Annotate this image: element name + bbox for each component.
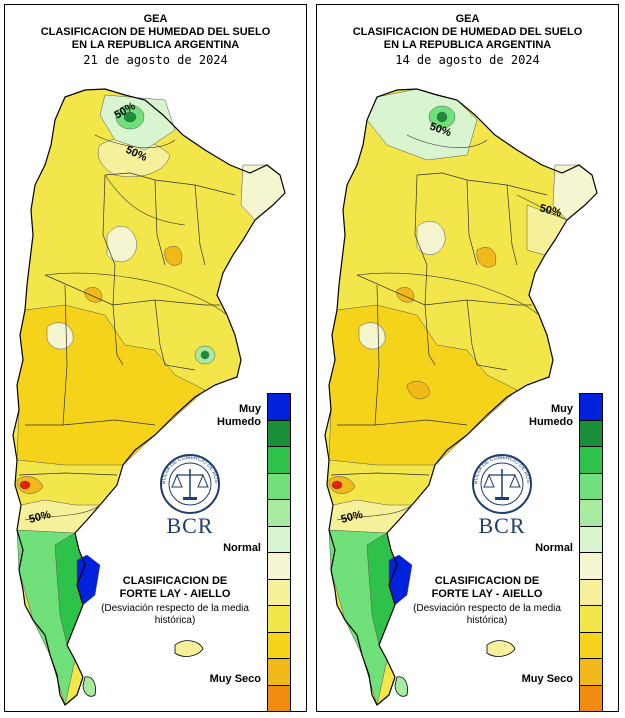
legend-swatch — [267, 631, 291, 658]
method-note: (Desviación respecto de la media históri… — [101, 603, 249, 626]
isoline — [44, 272, 228, 316]
legend-swatch — [579, 578, 603, 605]
map-title-line-3: EN LA REPUBLICA ARGENTINA — [71, 39, 240, 51]
map-title-line-2: CLASIFICACION DE HUMEDAD DEL SUELO — [352, 26, 583, 38]
legend-swatch — [579, 499, 603, 526]
isoline-label-50-percent: 50% — [538, 202, 563, 219]
moisture-zone — [436, 111, 448, 123]
color-legend — [267, 393, 291, 712]
legend-swatch — [267, 578, 291, 605]
isoline — [104, 174, 186, 226]
legend-swatch — [267, 472, 291, 499]
isoline-label-50-percent: 50% — [340, 509, 365, 526]
bcr-logo-text: BCR — [478, 513, 526, 538]
legend-swatch — [579, 658, 603, 685]
method-line-2: FORTE LAY - AIELLO — [119, 588, 231, 600]
legend-swatch — [267, 393, 291, 420]
moisture-zone — [19, 480, 31, 490]
bcr-logo-text: BCR — [166, 513, 214, 538]
moisture-zone — [476, 247, 497, 268]
legend-label-muy-humedo: Muy Humedo — [217, 403, 261, 428]
legend-swatch — [579, 684, 603, 711]
argentina-soil-moisture-map: 50%50%50% — [12, 88, 286, 706]
legend-swatch — [267, 552, 291, 579]
moisture-zone — [406, 381, 430, 400]
legend-swatch — [579, 419, 603, 446]
moisture-zone — [123, 111, 137, 123]
legend-swatch — [267, 525, 291, 552]
legend-swatch — [267, 711, 291, 712]
color-legend — [579, 393, 603, 712]
legend-swatch — [267, 499, 291, 526]
method-line-1: CLASIFICACION DE — [434, 575, 540, 587]
map-title-line-2: CLASIFICACION DE HUMEDAD DEL SUELO — [40, 26, 271, 38]
isoline — [94, 134, 176, 148]
moisture-zone — [164, 246, 183, 266]
method-line-2: FORTE LAY - AIELLO — [431, 588, 543, 600]
map-panel-14-aug: GEA CLASIFICACION DE HUMEDAD DEL SUELO E… — [316, 4, 619, 712]
moisture-zone — [200, 350, 210, 360]
legend-swatch — [579, 711, 603, 712]
method-title: CLASIFICACION DE FORTE LAY - AIELLO — [417, 575, 557, 601]
bcr-seal-icon: BOLSA DE COMERCIO DE ROSARIO — [467, 453, 532, 514]
isoline-label-50-percent: 50% — [28, 509, 53, 526]
legend-swatch — [579, 552, 603, 579]
legend-label-normal: Normal — [535, 542, 573, 554]
map-date: 21 de agosto de 2024 — [83, 53, 228, 67]
map-panel-21-aug: GEA CLASIFICACION DE HUMEDAD DEL SUELO E… — [4, 4, 307, 712]
legend-label-muy-seco: Muy Seco — [521, 673, 573, 685]
legend-swatch — [267, 419, 291, 446]
legend-swatch — [579, 631, 603, 658]
isoline — [516, 194, 568, 221]
method-title: CLASIFICACION DE FORTE LAY - AIELLO — [105, 575, 245, 601]
map-title-line-3: EN LA REPUBLICA ARGENTINA — [383, 39, 552, 51]
method-line-1: CLASIFICACION DE — [122, 575, 228, 587]
moisture-zone — [331, 480, 343, 490]
bcr-seal-icon: BOLSA DE COMERCIO DE ROSARIO — [155, 453, 220, 514]
legend-swatch — [579, 446, 603, 473]
isoline — [356, 272, 540, 316]
map-date: 14 de agosto de 2024 — [395, 53, 540, 67]
isoline — [406, 134, 488, 148]
isoline — [24, 504, 101, 521]
method-note: (Desviación respecto de la media históri… — [413, 603, 561, 626]
legend-swatch — [579, 525, 603, 552]
legend-swatch — [267, 658, 291, 685]
legend-swatch — [267, 446, 291, 473]
map-title-gea: GEA — [455, 13, 480, 25]
legend-swatch — [579, 393, 603, 420]
legend-label-normal: Normal — [223, 542, 261, 554]
map-title-gea: GEA — [143, 13, 168, 25]
moisture-zone — [416, 221, 446, 255]
legend-swatch — [267, 684, 291, 711]
legend-label-muy-humedo: Muy Humedo — [529, 403, 573, 428]
legend-swatch — [579, 472, 603, 499]
moisture-zone — [106, 226, 138, 263]
legend-swatch — [267, 605, 291, 632]
legend-label-muy-seco: Muy Seco — [209, 673, 261, 685]
legend-swatch — [579, 605, 603, 632]
isoline — [336, 504, 413, 521]
argentina-soil-moisture-map: 50%50%50% — [324, 88, 598, 706]
